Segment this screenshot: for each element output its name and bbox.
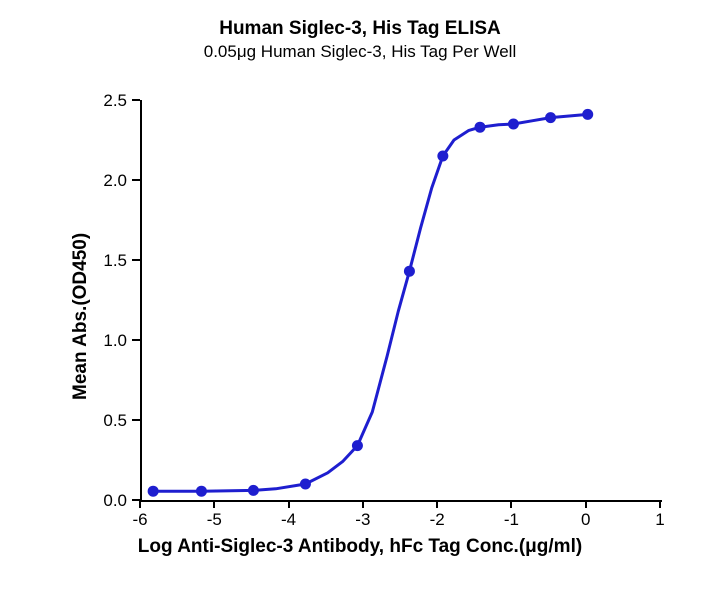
- data-point: [248, 485, 259, 496]
- series-svg: [142, 100, 662, 500]
- x-tick-label: -4: [269, 510, 309, 530]
- x-tick: [288, 500, 290, 508]
- x-tick: [510, 500, 512, 508]
- data-point: [582, 109, 593, 120]
- x-tick-label: -3: [343, 510, 383, 530]
- x-tick-label: -5: [194, 510, 234, 530]
- y-tick-label: 0.5: [87, 411, 127, 431]
- y-tick: [132, 419, 140, 421]
- y-tick-label: 2.0: [87, 171, 127, 191]
- x-tick-label: -1: [491, 510, 531, 530]
- x-tick: [436, 500, 438, 508]
- data-point: [545, 112, 556, 123]
- x-tick-label: -6: [120, 510, 160, 530]
- data-point: [404, 266, 415, 277]
- x-tick: [362, 500, 364, 508]
- chart-title: Human Siglec-3, His Tag ELISA: [0, 18, 720, 40]
- chart-subtitle: 0.05μg Human Siglec-3, His Tag Per Well: [0, 42, 720, 62]
- data-point: [437, 151, 448, 162]
- y-tick: [132, 179, 140, 181]
- data-point: [508, 119, 519, 130]
- y-tick-label: 1.5: [87, 251, 127, 271]
- data-point: [352, 440, 363, 451]
- data-point: [475, 122, 486, 133]
- y-tick: [132, 259, 140, 261]
- x-tick-label: -2: [417, 510, 457, 530]
- y-tick: [132, 339, 140, 341]
- x-axis-label: Log Anti-Siglec-3 Antibody, hFc Tag Conc…: [0, 536, 720, 558]
- series-line: [153, 114, 588, 491]
- data-point: [196, 486, 207, 497]
- chart-container: Human Siglec-3, His Tag ELISA 0.05μg Hum…: [0, 0, 720, 614]
- x-tick: [659, 500, 661, 508]
- x-tick: [213, 500, 215, 508]
- y-tick-label: 1.0: [87, 331, 127, 351]
- y-tick-label: 2.5: [87, 91, 127, 111]
- y-tick: [132, 99, 140, 101]
- x-tick-label: 1: [640, 510, 680, 530]
- y-tick-label: 0.0: [87, 491, 127, 511]
- data-point: [300, 479, 311, 490]
- x-tick: [139, 500, 141, 508]
- plot-area: [140, 100, 662, 502]
- x-tick-label: 0: [566, 510, 606, 530]
- x-tick: [585, 500, 587, 508]
- data-point: [148, 486, 159, 497]
